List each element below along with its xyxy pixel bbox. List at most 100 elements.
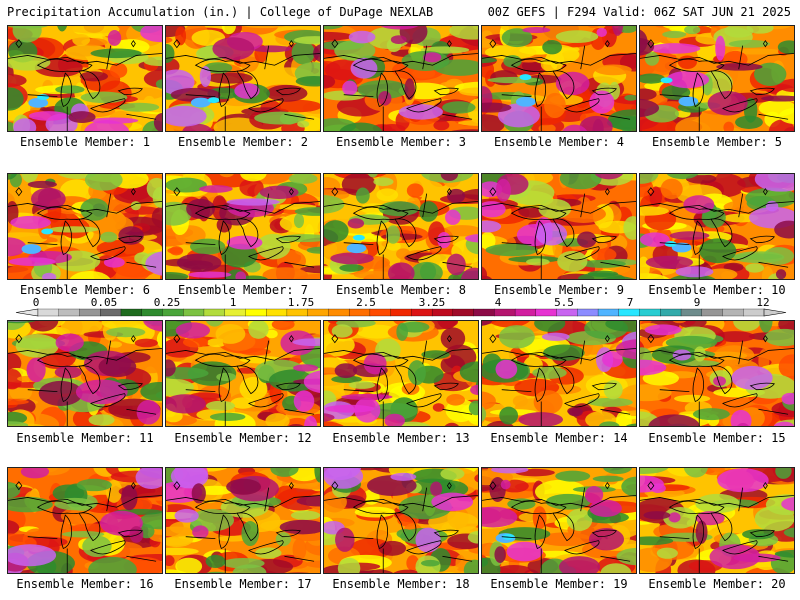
ensemble-member-label: Ensemble Member: 19 <box>490 577 628 591</box>
colorbar-tick-label: 0.25 <box>153 296 181 309</box>
colorbar-swatch <box>369 308 392 317</box>
ensemble-map-6 <box>7 173 163 280</box>
ensemble-map-15 <box>639 320 795 427</box>
ensemble-map-7 <box>165 173 321 280</box>
precip-field <box>8 468 162 573</box>
precip-field <box>640 468 794 573</box>
colorbar-max-arrow <box>763 308 787 317</box>
colorbar-swatch <box>577 308 599 317</box>
colorbar-swatch <box>514 308 537 317</box>
colorbar-min-arrow <box>15 308 39 317</box>
precip-field <box>166 26 320 131</box>
colorbar-swatch <box>224 308 246 317</box>
precip-field <box>8 26 162 131</box>
colorbar-tick-label: 2.5 <box>356 296 376 309</box>
colorbar-tick-label: 7 <box>626 296 634 309</box>
colorbar-swatch <box>535 308 558 317</box>
precip-field <box>482 468 636 573</box>
colorbar-swatch <box>431 308 454 317</box>
colorbar-tick-label: 0.05 <box>90 296 118 309</box>
colorbar-swatch <box>120 308 143 317</box>
ensemble-map-18 <box>323 467 479 574</box>
ensemble-map-9 <box>481 173 637 280</box>
colorbar-tick-label: 4 <box>494 296 502 309</box>
ensemble-map-12 <box>165 320 321 427</box>
ensemble-member-label: Ensemble Member: 1 <box>19 135 151 149</box>
precip-field <box>324 174 478 279</box>
precip-field <box>482 321 636 426</box>
colorbar-swatch <box>618 308 640 317</box>
ensemble-map-19 <box>481 467 637 574</box>
colorbar <box>15 308 787 317</box>
colorbar-swatch <box>141 308 163 317</box>
colorbar-tick-label: 1.75 <box>287 296 315 309</box>
colorbar-tick-label: 3.25 <box>418 296 446 309</box>
colorbar-swatch <box>100 308 122 317</box>
ensemble-map-8 <box>323 173 479 280</box>
ensemble-member-label: Ensemble Member: 6 <box>19 283 151 297</box>
colorbar-swatch <box>473 308 495 317</box>
ensemble-member-label: Ensemble Member: 9 <box>493 283 625 297</box>
ensemble-member-label: Ensemble Member: 16 <box>16 577 154 591</box>
ensemble-map-13 <box>323 320 479 427</box>
colorbar-swatch <box>162 308 184 317</box>
precip-field <box>640 174 794 279</box>
colorbar-swatch <box>328 308 350 317</box>
ensemble-map-4 <box>481 25 637 132</box>
run-valid-time: 00Z GEFS | F294 Valid: 06Z SAT JUN 21 20… <box>487 5 791 19</box>
ensemble-map-2 <box>165 25 321 132</box>
map-title: Precipitation Accumulation (in.) | Colle… <box>7 5 434 19</box>
precip-field <box>640 26 794 131</box>
colorbar-swatch <box>348 308 371 317</box>
colorbar-swatch <box>307 308 329 317</box>
precip-field <box>8 321 162 426</box>
ensemble-member-label: Ensemble Member: 18 <box>332 577 470 591</box>
precip-field <box>166 321 320 426</box>
colorbar-swatch <box>680 308 703 317</box>
ensemble-map-3 <box>323 25 479 132</box>
colorbar-swatch <box>701 308 723 317</box>
precip-field <box>324 468 478 573</box>
ensemble-map-20 <box>639 467 795 574</box>
colorbar-swatch <box>556 308 578 317</box>
ensemble-member-label: Ensemble Member: 20 <box>648 577 786 591</box>
ensemble-map-11 <box>7 320 163 427</box>
precip-field <box>166 468 320 573</box>
colorbar-swatch <box>79 308 101 317</box>
precip-field <box>640 321 794 426</box>
colorbar-swatch <box>183 308 205 317</box>
colorbar-swatch <box>203 308 226 317</box>
ensemble-member-label: Ensemble Member: 14 <box>490 431 628 445</box>
precip-field <box>482 174 636 279</box>
colorbar-swatch <box>245 308 267 317</box>
ensemble-member-label: Ensemble Member: 2 <box>177 135 309 149</box>
ensemble-member-label: Ensemble Member: 3 <box>335 135 467 149</box>
colorbar-swatch <box>58 308 80 317</box>
colorbar-swatch <box>452 308 475 317</box>
colorbar-tick-label: 9 <box>693 296 701 309</box>
colorbar-tick-label: 5.5 <box>554 296 574 309</box>
colorbar-swatch <box>660 308 682 317</box>
colorbar-swatch <box>286 308 309 317</box>
colorbar-swatch <box>37 308 60 317</box>
ensemble-member-label: Ensemble Member: 7 <box>177 283 309 297</box>
colorbar-swatch <box>722 308 744 317</box>
colorbar-swatch <box>266 308 288 317</box>
ensemble-map-5 <box>639 25 795 132</box>
colorbar-tick-label: 0 <box>32 296 40 309</box>
colorbar-swatch <box>494 308 516 317</box>
colorbar-swatch <box>639 308 661 317</box>
ensemble-map-1 <box>7 25 163 132</box>
precip-field <box>324 26 478 131</box>
ensemble-map-16 <box>7 467 163 574</box>
precip-field <box>8 174 162 279</box>
precip-field <box>482 26 636 131</box>
colorbar-tick-label: 12 <box>756 296 770 309</box>
ensemble-member-label: Ensemble Member: 13 <box>332 431 470 445</box>
colorbar-swatch <box>411 308 433 317</box>
ensemble-map-14 <box>481 320 637 427</box>
colorbar-swatch <box>390 308 412 317</box>
ensemble-member-label: Ensemble Member: 10 <box>648 283 786 297</box>
ensemble-member-label: Ensemble Member: 17 <box>174 577 312 591</box>
ensemble-member-label: Ensemble Member: 8 <box>335 283 467 297</box>
